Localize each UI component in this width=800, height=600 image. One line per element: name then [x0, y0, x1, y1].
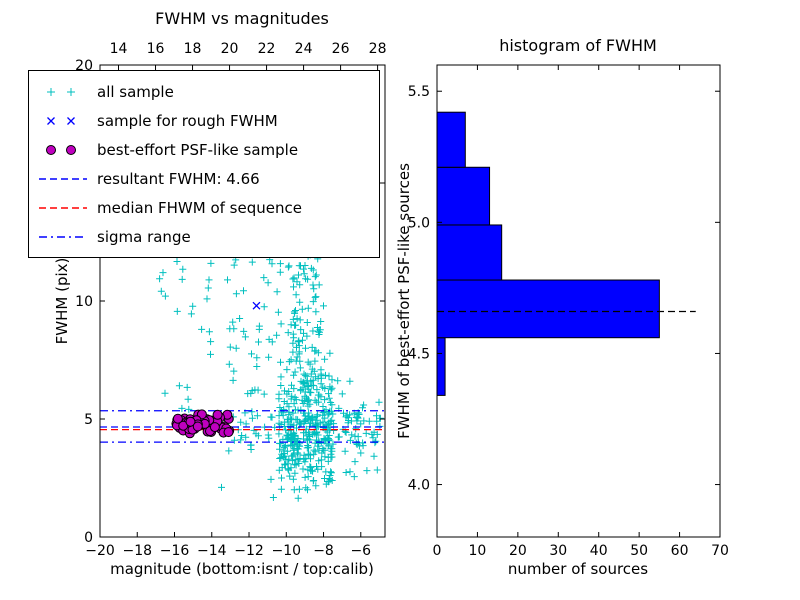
top-tick-label: 24 [295, 41, 313, 57]
legend-label: sample for rough FWHM [97, 111, 278, 130]
y-tick-label: 0 [84, 530, 93, 546]
x-tick-label: −14 [197, 543, 227, 559]
right-plot-title: histogram of FWHM [499, 36, 657, 55]
rough-fwhm-point [252, 301, 261, 310]
legend-marker-line-dashed [39, 177, 87, 180]
psf-sample-point [192, 421, 203, 432]
x-tick-label: −20 [85, 543, 115, 559]
top-tick-label: 16 [147, 41, 165, 57]
hist-x-tick-label: 50 [630, 543, 648, 559]
legend-item-0: all sample [37, 77, 371, 106]
psf-sample-point [212, 409, 223, 420]
legend-marker-line-dashdot [39, 235, 87, 238]
top-tick-label: 18 [184, 41, 202, 57]
hist-x-tick-label: 60 [671, 543, 689, 559]
x-tick-label: −10 [272, 543, 302, 559]
hist-x-tick-label: 40 [590, 543, 608, 559]
top-tick-label: 26 [332, 41, 350, 57]
x-tick-label: −6 [350, 543, 371, 559]
hist-y-tick-label: 4.0 [408, 478, 430, 494]
right-y-axis-label: FWHM of best-effort PSF-like sources [395, 163, 413, 439]
hist-x-tick-label: 30 [549, 543, 567, 559]
top-tick-label: 22 [258, 41, 276, 57]
x-tick-label: −12 [234, 543, 264, 559]
hist-x-tick-label: 0 [433, 543, 442, 559]
psf-sample-point [172, 413, 183, 424]
histogram-bar [436, 224, 503, 281]
histogram-bar [436, 279, 660, 339]
legend-item-2: best-effort PSF-like sample [37, 135, 371, 164]
psf-sample-point [209, 422, 220, 433]
legend-marker-line-dashed [39, 206, 87, 209]
legend-item-3: resultant FWHM: 4.66 [37, 164, 371, 193]
legend-label: median FHWM of sequence [97, 198, 302, 217]
hist-y-tick-label: 4.5 [408, 346, 430, 362]
hist-y-tick-label: 5.5 [408, 84, 430, 100]
top-tick-label: 28 [369, 41, 387, 57]
legend-label: all sample [97, 82, 174, 101]
top-tick-label: 14 [110, 41, 128, 57]
histogram-plot [436, 64, 721, 538]
left-x-axis-label: magnitude (bottom:isnt / top:calib) [110, 560, 374, 578]
y-tick-label: 5 [84, 412, 93, 428]
x-tick-label: −8 [313, 543, 334, 559]
psf-sample-point [223, 427, 234, 438]
histogram-bar [436, 337, 446, 396]
histogram-bar [436, 111, 466, 168]
legend-item-1: sample for rough FWHM [37, 106, 371, 135]
legend-item-4: median FHWM of sequence [37, 193, 371, 222]
right-x-axis-label: number of sources [507, 560, 649, 578]
x-tick-label: −16 [160, 543, 190, 559]
legend-label: sigma range [97, 227, 191, 246]
left-y-axis-label: FWHM (pix) [53, 257, 71, 345]
hist-x-tick-label: 70 [711, 543, 729, 559]
legend-marker-scatter-x [47, 116, 75, 125]
x-tick-label: −18 [122, 543, 152, 559]
legend-item-5: sigma range [37, 222, 371, 251]
legend-label: resultant FWHM: 4.66 [97, 169, 260, 188]
legend-marker-scatter-plus [47, 87, 75, 96]
histogram-bar [436, 166, 491, 226]
legend-label: best-effort PSF-like sample [97, 140, 299, 159]
scatter-plot [99, 64, 386, 538]
histogram-axes-frame [436, 64, 721, 538]
y-tick-label: 10 [75, 294, 93, 310]
psf-sample-point [185, 416, 196, 427]
left-plot-title: FWHM vs magnitudes [155, 9, 329, 28]
top-tick-label: 20 [221, 41, 239, 57]
legend: all sample sample for rough FWHM best-effo… [28, 70, 380, 258]
legend-marker-scatter-circle [46, 144, 76, 155]
hist-y-tick-label: 5.0 [408, 215, 430, 231]
hist-x-tick-label: 20 [509, 543, 527, 559]
hist-x-tick-label: 10 [469, 543, 487, 559]
